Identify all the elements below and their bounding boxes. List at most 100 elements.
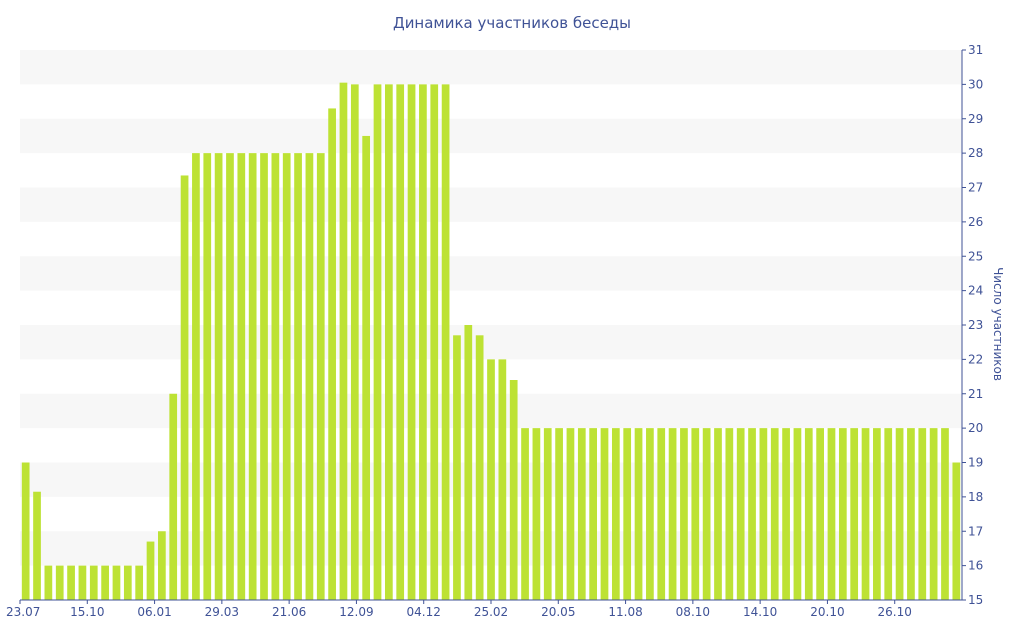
bar <box>373 84 382 600</box>
y-tick-label: 25 <box>968 249 983 263</box>
bar <box>543 428 552 600</box>
grid-band <box>20 187 962 222</box>
bar <box>44 565 53 600</box>
bar <box>589 428 598 600</box>
bar <box>112 565 121 600</box>
bar <box>89 565 98 600</box>
bar <box>180 175 189 600</box>
bar <box>714 428 722 600</box>
bar <box>577 428 586 600</box>
bar <box>873 428 881 600</box>
bar <box>203 153 212 600</box>
x-tick-label: 06.01 <box>137 605 171 619</box>
bar <box>146 541 155 600</box>
bar <box>214 153 223 600</box>
x-tick-label: 20.05 <box>541 605 575 619</box>
bar <box>918 428 927 600</box>
bar <box>532 428 541 600</box>
bar <box>396 84 405 600</box>
bar <box>861 428 870 600</box>
bar <box>316 153 325 600</box>
bar <box>135 565 144 600</box>
bar <box>441 84 450 600</box>
y-tick-label: 20 <box>968 421 983 435</box>
bar <box>158 531 166 600</box>
bar <box>362 135 371 600</box>
bar <box>430 84 439 600</box>
bar <box>895 428 904 600</box>
bar <box>680 428 688 600</box>
y-tick-label: 28 <box>968 146 983 160</box>
bar <box>169 393 178 600</box>
bar <box>816 428 824 600</box>
x-axis-ticks: 23.07 15.10 06.01 29.03 21.06 12.09 04.12 25.02… <box>6 600 912 619</box>
bar <box>634 428 643 600</box>
bar <box>192 153 200 600</box>
bar <box>555 428 563 600</box>
bar <box>464 325 473 600</box>
y-tick-label: 23 <box>968 318 983 332</box>
bar <box>78 565 87 600</box>
bar <box>55 565 64 600</box>
bar <box>294 153 302 600</box>
bar <box>350 84 359 600</box>
bar <box>33 491 41 600</box>
bar <box>941 428 949 600</box>
bar <box>884 428 893 600</box>
bar <box>407 84 416 600</box>
x-tick-label: 29.03 <box>205 605 239 619</box>
bar <box>702 428 711 600</box>
bar <box>248 153 257 600</box>
bar <box>600 428 609 600</box>
y-tick-label: 19 <box>968 456 983 470</box>
bar <box>509 380 518 600</box>
bar <box>804 428 813 600</box>
x-tick-label: 21.06 <box>272 605 306 619</box>
y-tick-label: 18 <box>968 490 983 504</box>
x-tick-label: 20.10 <box>810 605 844 619</box>
bar <box>237 153 246 600</box>
bar <box>646 428 654 600</box>
bar <box>736 428 745 600</box>
bar-series <box>21 82 961 600</box>
bar <box>328 108 336 600</box>
x-tick-label: 11.08 <box>608 605 642 619</box>
y-tick-label: 24 <box>968 284 983 298</box>
x-tick-label: 08.10 <box>676 605 710 619</box>
bar <box>793 428 802 600</box>
grid-band <box>20 256 962 291</box>
x-tick-label: 14.10 <box>743 605 777 619</box>
x-tick-label: 04.12 <box>407 605 441 619</box>
bar <box>838 428 847 600</box>
y-tick-label: 17 <box>968 524 983 538</box>
grid-band <box>20 325 962 360</box>
bar <box>952 462 961 600</box>
bar <box>770 428 779 600</box>
bar <box>305 153 314 600</box>
bar <box>475 335 484 600</box>
x-tick-label: 12.09 <box>339 605 373 619</box>
y-tick-label: 31 <box>968 43 983 57</box>
bar <box>101 565 109 600</box>
bar <box>691 428 700 600</box>
grid-band <box>20 118 962 154</box>
bar <box>566 428 575 600</box>
y-axis-label: Число участников <box>991 267 1005 381</box>
bar <box>498 359 507 600</box>
y-tick-label: 30 <box>968 77 983 91</box>
y-tick-label: 27 <box>968 181 983 195</box>
bar <box>260 153 268 600</box>
bar <box>668 428 677 600</box>
x-tick-label: 26.10 <box>878 605 912 619</box>
bar <box>657 428 666 600</box>
bar <box>929 428 938 600</box>
y-tick-label: 29 <box>968 112 983 126</box>
bar <box>521 428 529 600</box>
bar <box>453 335 461 600</box>
bar <box>907 428 915 600</box>
grid-band <box>20 50 962 85</box>
bar <box>759 428 768 600</box>
bar <box>611 428 620 600</box>
y-axis-ticks: 15 16 17 18 19 20 21 22 23 24 25 26 27 28 29 30 31 <box>962 43 983 607</box>
